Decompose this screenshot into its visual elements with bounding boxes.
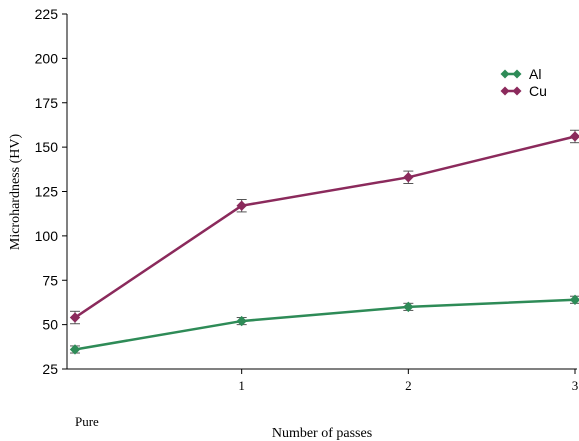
legend-marker: [500, 86, 510, 96]
data-point: [236, 315, 247, 327]
y-tick-label: 50: [42, 317, 58, 333]
data-point: [403, 172, 414, 183]
legend-marker: [500, 69, 510, 79]
data-point: [69, 312, 81, 323]
series-cu: [69, 129, 579, 325]
y-axis-title: Microhardness (HV): [8, 134, 23, 251]
legend-item-al: Al: [500, 66, 541, 82]
y-tick-label: 150: [35, 139, 59, 155]
x-axis-title: Number of passes: [272, 426, 372, 441]
x-ticks: Pure 1 2 3: [75, 369, 578, 429]
y-tick-label: 225: [35, 6, 59, 22]
legend-marker: [512, 69, 522, 79]
legend-label: Al: [529, 66, 541, 82]
x-tick-label: Pure: [75, 414, 99, 429]
series-line-cu: [74, 135, 576, 319]
data-point: [403, 301, 414, 313]
legend-item-cu: Cu: [500, 83, 547, 99]
y-ticks: 25 50 75 100 125 150 175 200 225: [35, 6, 67, 377]
data-point: [69, 344, 81, 355]
series-line-al: [74, 298, 576, 351]
y-tick-label: 200: [35, 50, 59, 66]
legend-marker: [512, 86, 522, 96]
x-tick-label: 3: [572, 378, 579, 393]
data-point: [236, 200, 247, 211]
y-tick-label: 125: [35, 184, 59, 200]
y-tick-label: 75: [42, 272, 58, 288]
y-tick-label: 175: [35, 95, 59, 111]
series: [69, 129, 579, 355]
legend-label: Cu: [529, 83, 547, 99]
data-point: [569, 294, 579, 305]
x-tick-label: 1: [238, 378, 245, 393]
series-al: [69, 294, 579, 355]
data-point: [569, 131, 579, 142]
y-tick-label: 100: [35, 228, 59, 244]
y-tick-label: 25: [42, 361, 58, 377]
x-tick-label: 2: [405, 378, 412, 393]
